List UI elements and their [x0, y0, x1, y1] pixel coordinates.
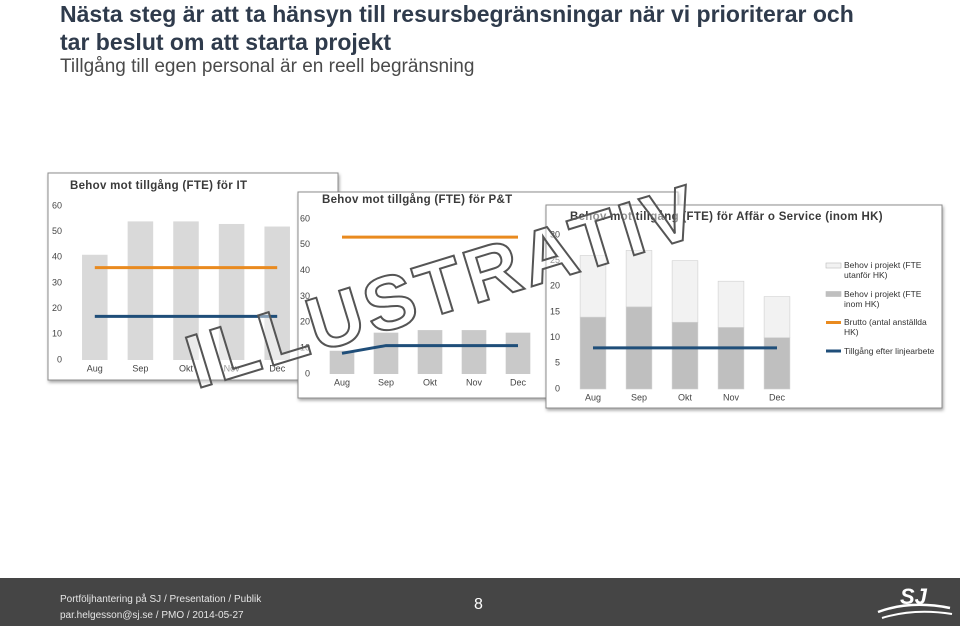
x-tick-label: Sep — [132, 363, 148, 373]
bar — [264, 226, 290, 360]
bar — [671, 321, 699, 390]
bar — [173, 221, 199, 360]
x-tick-label: Okt — [423, 377, 438, 387]
x-tick-label: Sep — [631, 392, 647, 402]
x-tick-label: Dec — [269, 363, 286, 373]
x-tick-label: Aug — [585, 392, 601, 402]
y-tick-label: 10 — [300, 343, 310, 353]
x-tick-label: Sep — [378, 377, 394, 387]
y-tick-label: 0 — [305, 368, 310, 378]
logo-text: SJ — [900, 584, 928, 609]
bar — [717, 327, 745, 390]
x-tick-label: Aug — [334, 377, 350, 387]
page-number: 8 — [474, 596, 483, 613]
bar — [579, 316, 607, 390]
charts: Behov mot tillgång (FTE) för IT 0 10 20 30 40… — [47, 167, 943, 409]
legend-label: Brutto (antal anställda HK) — [844, 317, 927, 337]
y-tick-label: 30 — [52, 277, 62, 287]
bar — [82, 254, 108, 360]
legend-swatch — [825, 262, 842, 269]
legend-item: Brutto (antal anställda HK) — [844, 317, 927, 337]
y-tick-label: 10 — [52, 329, 62, 339]
logo-swoosh — [877, 603, 951, 614]
y-tick-label: 25 — [550, 255, 560, 265]
legend-label: Behov i projekt (FTE inom HK) — [844, 288, 922, 309]
x-tick-label: Aug — [87, 363, 103, 373]
y-tick-label: 50 — [52, 226, 62, 236]
legend-label: Tillgång efter linjearbete — [844, 345, 935, 356]
y-tick-label: 0 — [555, 383, 560, 393]
bar — [218, 223, 245, 360]
chart-title: Behov mot tillgång (FTE) för Affär o Ser… — [570, 211, 883, 223]
legend-swatch — [825, 291, 842, 297]
chart-title: Behov mot tillgång (FTE) för IT — [70, 180, 247, 192]
footer-text: par.helgesson@sj.se / PMO / 2014-05-27 — [60, 610, 244, 621]
chart: Behov mot tillgång (FTE) för Affär o Ser… — [545, 204, 943, 409]
footer-text: Portföljhantering på SJ / Presentation /… — [60, 594, 262, 605]
x-tick-label: Dec — [510, 377, 527, 387]
x-tick-label: Okt — [678, 392, 693, 402]
logo: SJ — [877, 584, 953, 619]
bar — [127, 221, 154, 360]
y-tick-label: 30 — [300, 291, 310, 301]
legend-item: Behov i projekt (FTE utanför HK) — [844, 260, 922, 280]
x-tick-label: Nov — [723, 392, 740, 402]
bar — [329, 350, 355, 374]
bar — [717, 280, 745, 328]
x-tick-label: Nov — [224, 363, 241, 373]
bar — [763, 337, 791, 390]
y-tick-label: 40 — [52, 252, 62, 262]
y-tick-label: 60 — [52, 200, 62, 210]
bar — [461, 330, 487, 374]
y-tick-label: 50 — [300, 239, 310, 249]
bar — [373, 332, 399, 374]
y-tick-label: 20 — [52, 303, 62, 313]
legend-label: Behov i projekt (FTE utanför HK) — [844, 260, 922, 280]
footer: Portföljhantering på SJ / Presentation /… — [0, 578, 960, 626]
y-tick-label: 15 — [550, 306, 560, 316]
bar — [625, 250, 653, 308]
bar — [579, 255, 607, 318]
x-tick-label: Dec — [769, 392, 786, 402]
bar — [671, 260, 699, 323]
y-tick-label: 0 — [57, 354, 62, 364]
y-tick-label: 60 — [300, 213, 310, 223]
x-tick-label: Okt — [179, 363, 194, 373]
y-tick-label: 10 — [550, 332, 560, 342]
y-tick-label: 20 — [550, 281, 560, 291]
line — [341, 344, 518, 355]
bar — [417, 330, 443, 374]
legend-item: Tillgång efter linjearbete — [844, 345, 935, 356]
y-tick-label: 5 — [555, 358, 560, 368]
y-tick-label: 40 — [300, 265, 310, 275]
bar — [505, 332, 531, 374]
x-tick-label: Nov — [466, 377, 483, 387]
logo-swoosh — [881, 610, 953, 619]
slide-title: Nästa steg är att ta hänsyn till resursb… — [60, 1, 854, 55]
y-tick-label: 20 — [300, 317, 310, 327]
slide-subtitle: Tillgång till egen personal är en reell … — [60, 56, 475, 77]
bar — [763, 296, 791, 338]
chart-title: Behov mot tillgång (FTE) för P&T — [322, 194, 512, 206]
legend-item: Behov i projekt (FTE inom HK) — [844, 288, 922, 309]
y-tick-label: 30 — [550, 229, 560, 239]
